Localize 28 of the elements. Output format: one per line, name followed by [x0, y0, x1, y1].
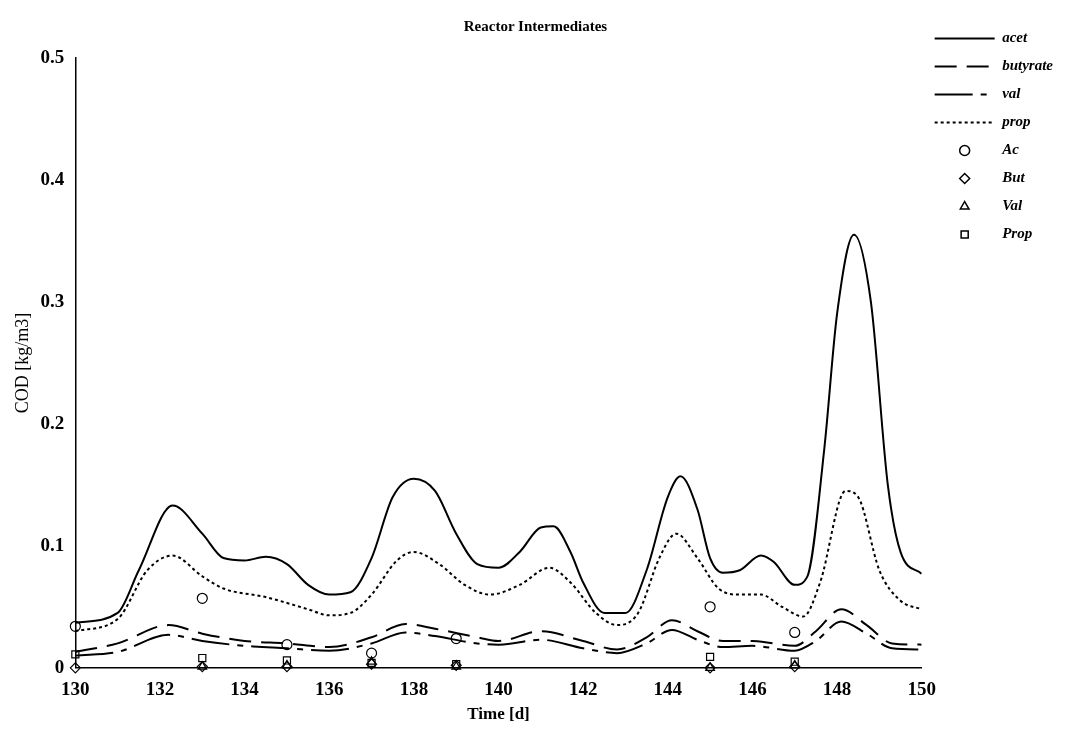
legend-label: Prop [1002, 225, 1033, 242]
y-tick-label: 0 [54, 655, 65, 677]
y-tick-label: 0.5 [40, 45, 65, 67]
x-tick-label: 148 [822, 678, 852, 700]
legend-label: butyrate [1002, 57, 1054, 74]
x-tick-label: 146 [738, 678, 767, 700]
legend-label: Ac [1001, 141, 1020, 158]
y-tick-label: 0.3 [40, 289, 65, 311]
x-tick-label: 138 [399, 678, 429, 700]
x-tick-label: 140 [484, 678, 513, 700]
x-tick-label: 150 [907, 678, 936, 700]
x-tick-label: 136 [315, 678, 344, 700]
x-axis-title: Time [d] [467, 704, 530, 724]
legend-label: prop [1000, 113, 1032, 130]
x-tick-label: 134 [230, 678, 260, 700]
legend-label: acet [1002, 29, 1028, 46]
x-tick-label: 132 [145, 678, 175, 700]
legend-label: val [1002, 85, 1022, 102]
y-tick-label: 0.1 [40, 533, 65, 555]
legend-label: Val [1002, 197, 1024, 214]
y-tick-label: 0.2 [40, 411, 65, 433]
y-axis-title: COD [kg/m3] [11, 312, 32, 414]
y-tick-label: 0.4 [40, 167, 65, 189]
x-tick-label: 144 [653, 678, 683, 700]
legend-label: But [1001, 169, 1026, 186]
x-tick-label: 130 [61, 678, 90, 700]
chart-title: Reactor Intermediates [463, 17, 608, 34]
x-tick-label: 142 [568, 678, 598, 700]
